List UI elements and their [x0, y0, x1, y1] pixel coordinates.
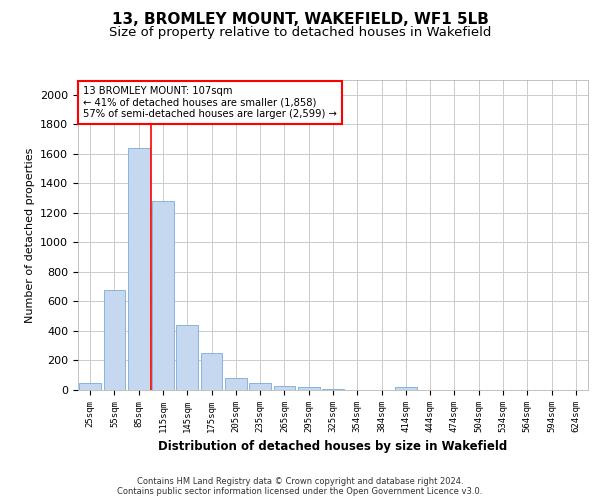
Bar	[225, 378, 247, 390]
Bar	[128, 148, 149, 390]
X-axis label: Distribution of detached houses by size in Wakefield: Distribution of detached houses by size …	[158, 440, 508, 454]
Text: Size of property relative to detached houses in Wakefield: Size of property relative to detached ho…	[109, 26, 491, 39]
Bar	[176, 325, 198, 390]
Bar	[200, 353, 223, 390]
Bar	[249, 384, 271, 390]
Bar	[104, 290, 125, 390]
Text: 13, BROMLEY MOUNT, WAKEFIELD, WF1 5LB: 13, BROMLEY MOUNT, WAKEFIELD, WF1 5LB	[112, 12, 488, 28]
Bar	[152, 201, 174, 390]
Bar	[79, 382, 101, 390]
Text: 13 BROMLEY MOUNT: 107sqm
← 41% of detached houses are smaller (1,858)
57% of sem: 13 BROMLEY MOUNT: 107sqm ← 41% of detach…	[83, 86, 337, 120]
Bar	[395, 387, 417, 390]
Y-axis label: Number of detached properties: Number of detached properties	[25, 148, 35, 322]
Bar	[322, 388, 344, 390]
Text: Contains HM Land Registry data © Crown copyright and database right 2024.
Contai: Contains HM Land Registry data © Crown c…	[118, 476, 482, 496]
Bar	[298, 387, 320, 390]
Bar	[274, 386, 295, 390]
